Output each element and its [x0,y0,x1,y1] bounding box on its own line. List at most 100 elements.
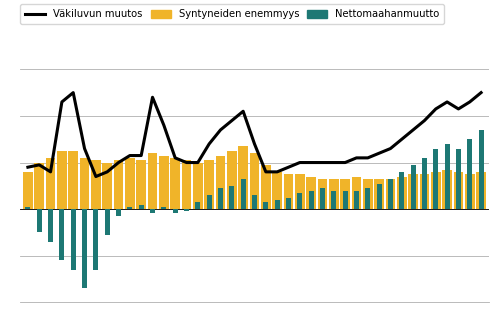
Bar [91,160,101,209]
Väkiluvun muutos [70,91,76,94]
Väkiluvun muutos [353,156,359,160]
Bar [411,165,416,209]
Bar [227,151,237,209]
Bar [363,179,373,209]
Bar [467,139,473,209]
Väkiluvun muutos [172,156,178,160]
Väkiluvun muutos [308,161,314,164]
Bar [340,179,350,209]
Väkiluvun muutos [410,128,416,132]
Väkiluvun muutos [127,154,133,158]
Bar [386,179,395,209]
Väkiluvun muutos [195,161,201,164]
Bar [286,198,291,209]
Bar [445,144,450,209]
Väkiluvun muutos [422,119,428,123]
Bar [184,209,189,211]
Väkiluvun muutos [93,175,99,178]
Bar [36,209,42,232]
Bar [308,191,314,209]
Väkiluvun muutos [150,95,156,99]
Bar [239,146,248,209]
Bar [476,172,486,209]
Bar [127,207,132,209]
Bar [306,176,316,209]
Väkiluvun muutos [251,142,257,146]
Legend: Väkiluvun muutos, Syntyneiden enemmyys, Nettomaahanmuutto: Väkiluvun muutos, Syntyneiden enemmyys, … [20,4,445,24]
Väkiluvun muutos [331,161,337,164]
Bar [205,160,214,209]
Väkiluvun muutos [319,161,325,164]
Bar [329,179,339,209]
Väkiluvun muutos [36,163,42,167]
Väkiluvun muutos [342,161,348,164]
Väkiluvun muutos [456,107,462,111]
Bar [420,174,429,209]
Väkiluvun muutos [218,128,224,132]
Bar [479,130,484,209]
Line: Väkiluvun muutos: Väkiluvun muutos [28,93,481,176]
Bar [195,202,201,209]
Väkiluvun muutos [116,161,122,164]
Bar [34,163,44,209]
Bar [80,158,89,209]
Väkiluvun muutos [59,100,65,104]
Väkiluvun muutos [47,170,53,174]
Bar [207,195,212,209]
Bar [422,158,427,209]
Bar [102,163,112,209]
Bar [354,191,359,209]
Bar [218,188,223,209]
Bar [25,207,30,209]
Bar [263,202,268,209]
Väkiluvun muutos [184,161,190,164]
Bar [442,169,452,209]
Väkiluvun muutos [376,151,382,155]
Väkiluvun muutos [365,156,371,160]
Bar [252,195,257,209]
Bar [170,158,180,209]
Bar [125,158,135,209]
Väkiluvun muutos [263,170,269,174]
Väkiluvun muutos [285,165,291,169]
Väkiluvun muutos [274,170,280,174]
Bar [71,209,76,270]
Bar [431,172,441,209]
Väkiluvun muutos [240,109,246,113]
Bar [161,207,166,209]
Bar [114,160,123,209]
Bar [408,174,418,209]
Bar [365,188,370,209]
Väkiluvun muutos [444,100,450,104]
Bar [297,193,302,209]
Bar [82,209,87,289]
Väkiluvun muutos [81,147,87,151]
Bar [241,179,246,209]
Väkiluvun muutos [387,147,393,151]
Bar [93,209,98,270]
Bar [388,179,393,209]
Bar [48,209,53,242]
Bar [57,151,67,209]
Bar [23,172,33,209]
Bar [136,160,146,209]
Bar [433,149,438,209]
Bar [272,172,282,209]
Väkiluvun muutos [104,170,110,174]
Bar [229,186,235,209]
Bar [318,179,327,209]
Väkiluvun muutos [25,165,31,169]
Bar [150,209,155,213]
Bar [116,209,121,216]
Bar [182,160,191,209]
Bar [105,209,110,235]
Bar [216,156,226,209]
Bar [46,158,55,209]
Bar [295,174,304,209]
Väkiluvun muutos [433,107,439,111]
Bar [377,184,382,209]
Bar [399,172,404,209]
Bar [465,174,475,209]
Bar [397,176,407,209]
Väkiluvun muutos [478,91,484,94]
